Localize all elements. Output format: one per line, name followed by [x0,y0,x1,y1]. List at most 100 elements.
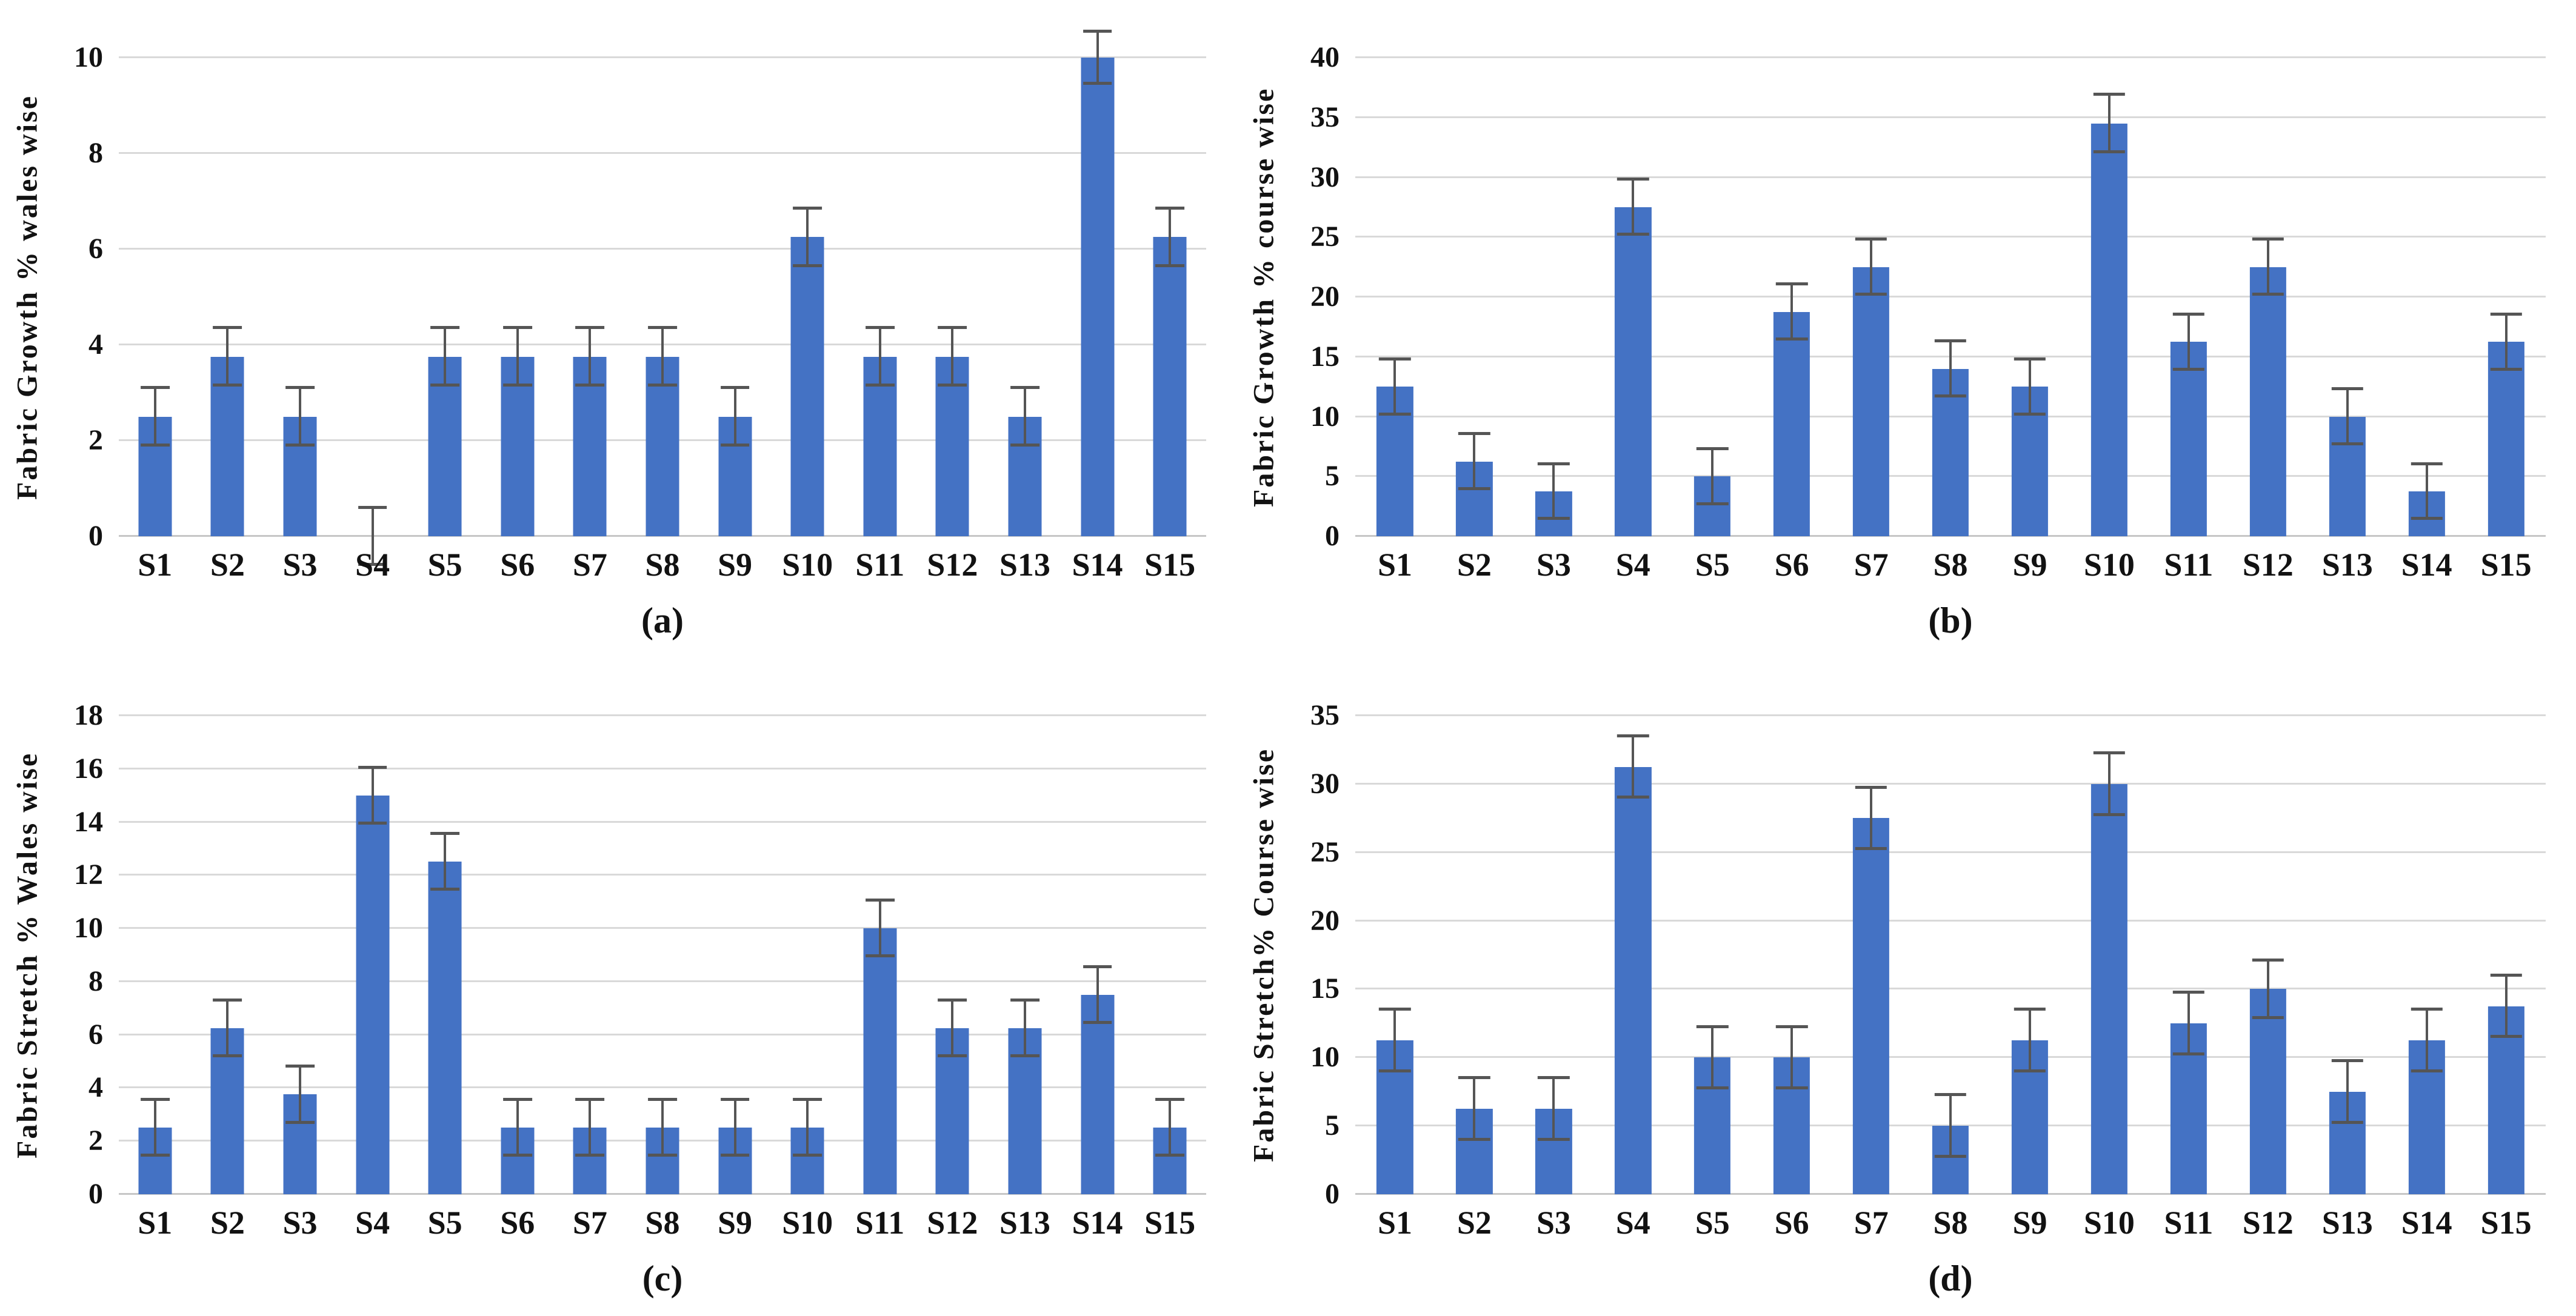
x-tick-label: S10 [2083,1205,2135,1241]
bar-slot [1514,58,1593,536]
error-bar-cap-top [1083,29,1112,33]
error-bar-cap-bottom [1934,1154,1967,1158]
error-bar-cap-bottom [2252,1015,2284,1019]
gridline [1355,851,2546,853]
bar-slot [1832,58,1911,536]
bar-slot [336,716,409,1194]
y-tick-label: 5 [1325,1109,1340,1142]
error-bar-cap-top [1617,178,1649,181]
gridline [119,56,1206,58]
bar [1852,818,1890,1194]
error-bar-cap-bottom [2411,517,2443,520]
bar-slot [1673,716,1752,1194]
bar-slot [481,58,554,536]
error-bar-cap-top [648,1098,677,1102]
x-axis-tick-labels: S1 S2 S3 S4 S5 S6 S7 S8 S9 S10 S11 S12 S13 S14 S15 [1355,548,2546,581]
x-tick-label: S6 [1774,547,1809,583]
error-bar-cap-bottom [285,1120,315,1124]
x-tick-label: S2 [1457,1205,1492,1241]
error-bar-cap-top [2331,1058,2363,1062]
x-tick-label: S1 [138,1205,173,1241]
x-tick-label: S12 [2242,1205,2294,1241]
error-bar-cap-bottom [2093,150,2126,154]
error-bar-line [1096,966,1099,1023]
x-tick-label: S5 [427,547,462,583]
x-tick-label: S14 [1072,1205,1123,1241]
gridline [119,1033,1206,1035]
x-tick-label: S10 [2083,547,2135,583]
y-tick-label: 2 [88,424,103,456]
error-bar-line [1870,239,1873,295]
plot-area [1355,56,2546,537]
error-bar-cap-top [2252,959,2284,962]
bar-slot [1593,58,1673,536]
error-bar-cap-top [213,326,242,330]
error-bar-cap-bottom [1155,264,1185,267]
gridline [1355,236,2546,238]
x-tick-label: S12 [927,547,978,583]
x-tick-label: S7 [1854,547,1889,583]
x-tick-label: S15 [2480,1205,2532,1241]
x-tick-label: S2 [1457,547,1492,583]
chart-caption: (d) [1928,1258,1973,1298]
error-bar-cap-bottom [1379,412,1411,416]
x-tick-label: S8 [1933,1205,1968,1241]
bar-slot [409,716,481,1194]
error-bar-cap-bottom [1458,1137,1490,1141]
error-bar-line [1473,434,1476,489]
x-tick-label: S15 [1144,1205,1196,1241]
y-tick-label: 25 [1310,221,1340,253]
x-tick-label: S10 [782,547,833,583]
bar [1852,267,1890,536]
error-bar-cap-top [2014,357,2046,361]
y-tick-label: 10 [74,41,103,73]
y-tick-label: 14 [74,805,103,838]
plot-area [119,29,1206,567]
bar-slot [844,58,916,536]
x-tick-label: S2 [210,547,245,583]
error-bar-line [878,900,881,957]
x-tick-label: S6 [500,1205,535,1241]
error-bar-line [1393,1009,1396,1071]
error-bar-cap-top [1855,785,1887,789]
bar [863,928,897,1194]
x-tick-label: S13 [999,1205,1050,1241]
error-bar-line [2187,992,2190,1054]
y-tick-label: 15 [1310,340,1340,373]
error-bar-cap-top [2490,312,2522,316]
error-bar-cap-bottom [1934,394,1967,397]
y-axis-title: Fabric Stretch% Course wise [1247,748,1280,1162]
error-bar-line [2504,314,2508,370]
y-tick-label: 4 [88,1071,103,1104]
bar-slot [2149,716,2228,1194]
bar-slot [192,716,264,1194]
bar [2488,342,2524,536]
error-bar-cap-bottom [793,264,823,267]
error-bar-cap-top [1934,339,1967,343]
error-bar-cap-bottom [2411,1069,2443,1072]
x-tick-label: S11 [855,1205,905,1241]
error-bar-line [1393,359,1396,414]
x-tick-label: S5 [1695,1205,1730,1241]
y-axis-title: Fabric Growth % course wise [1247,87,1280,507]
x-tick-label: S15 [1144,547,1196,583]
x-tick-label: S8 [645,547,680,583]
error-bar-cap-bottom [1010,1054,1039,1057]
error-bar-cap-bottom [430,888,460,891]
error-bar-line [1949,1095,1952,1157]
gridline [119,767,1206,769]
error-bar-cap-bottom [1458,487,1490,490]
bar-slot [2069,716,2149,1194]
gridline [1355,1056,2546,1058]
error-bar-cap-top [2331,387,2363,391]
error-bar-cap-bottom [1775,1086,1808,1090]
y-tick-label: 40 [1310,41,1340,73]
bar-slot [1133,716,1206,1194]
error-bar-cap-bottom [2014,412,2046,416]
error-bar-line [2425,1009,2428,1071]
gridline [1355,176,2546,178]
error-bar-cap-bottom [1617,796,1649,799]
error-bar-cap-bottom [1538,1137,1570,1141]
x-tick-label: S4 [355,547,390,583]
